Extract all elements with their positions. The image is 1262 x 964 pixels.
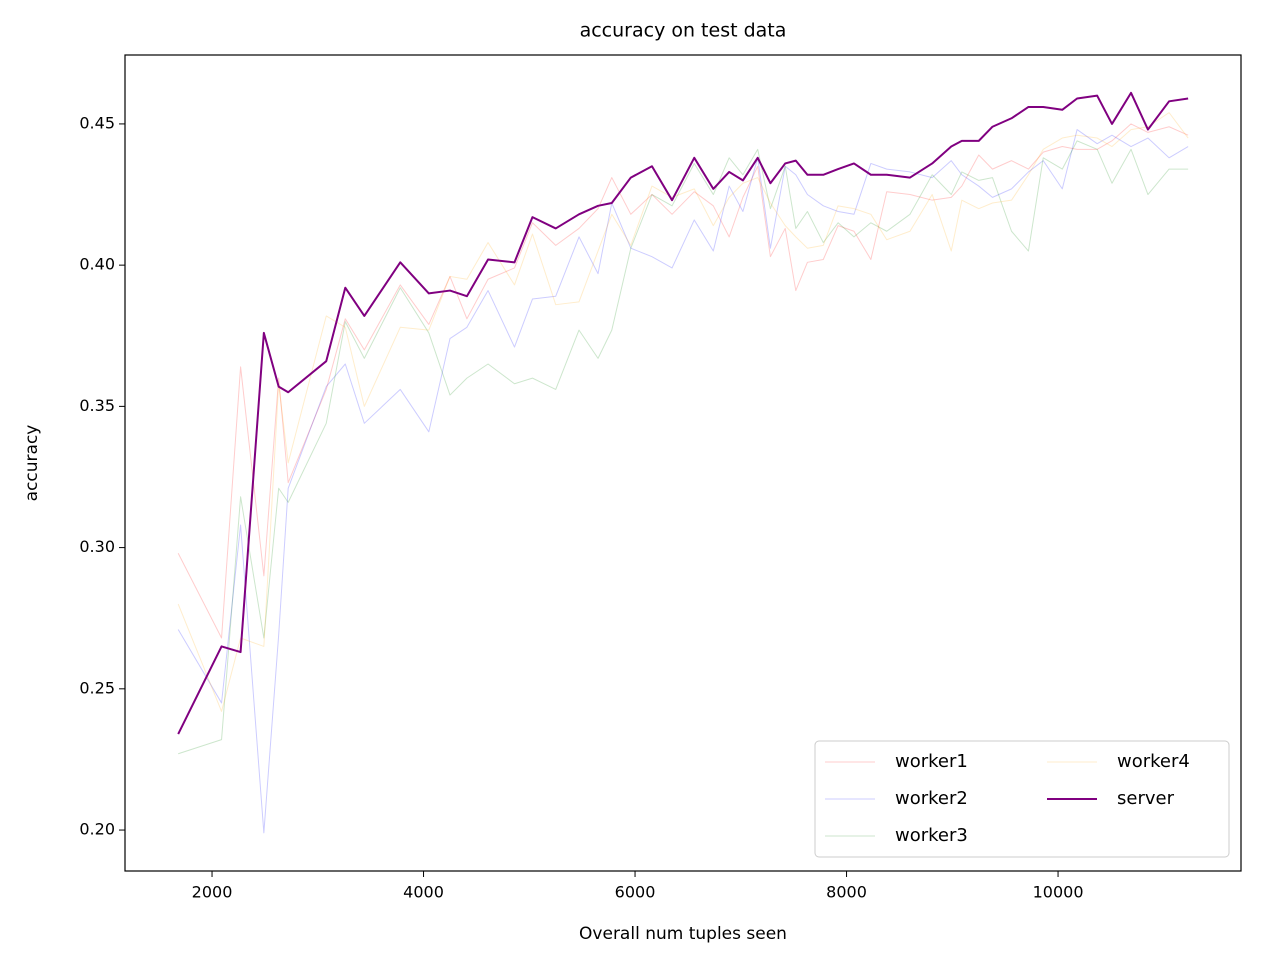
line-series bbox=[177, 129, 1189, 834]
line-series bbox=[177, 112, 1189, 712]
y-tick-label: 0.45 bbox=[79, 113, 115, 132]
line-series bbox=[177, 123, 1189, 639]
legend-label: worker4 bbox=[1117, 751, 1190, 772]
y-tick-label: 0.20 bbox=[79, 820, 115, 839]
chart-title: accuracy on test data bbox=[580, 20, 787, 42]
y-tick-label: 0.35 bbox=[79, 396, 115, 415]
plot-frame bbox=[124, 54, 1242, 872]
legend-label: server bbox=[1117, 788, 1175, 809]
x-tick-label: 8000 bbox=[826, 883, 867, 902]
y-axis-label: accuracy bbox=[22, 425, 42, 502]
legend-label: worker2 bbox=[895, 788, 968, 809]
x-axis-label: Overall num tuples seen bbox=[579, 924, 787, 944]
y-tick-label: 0.30 bbox=[79, 537, 115, 556]
legend-box bbox=[814, 740, 1230, 858]
y-tick-label: 0.40 bbox=[79, 255, 115, 274]
line-series bbox=[178, 140, 1189, 755]
line-series bbox=[177, 91, 1189, 735]
x-tick-label: 4000 bbox=[403, 883, 444, 902]
x-tick-label: 10000 bbox=[1033, 883, 1084, 902]
legend-label: worker1 bbox=[895, 751, 968, 772]
x-tick-label: 6000 bbox=[615, 883, 656, 902]
y-tick-label: 0.25 bbox=[79, 678, 115, 697]
legend-label: worker3 bbox=[895, 825, 968, 846]
x-tick-label: 2000 bbox=[192, 883, 233, 902]
